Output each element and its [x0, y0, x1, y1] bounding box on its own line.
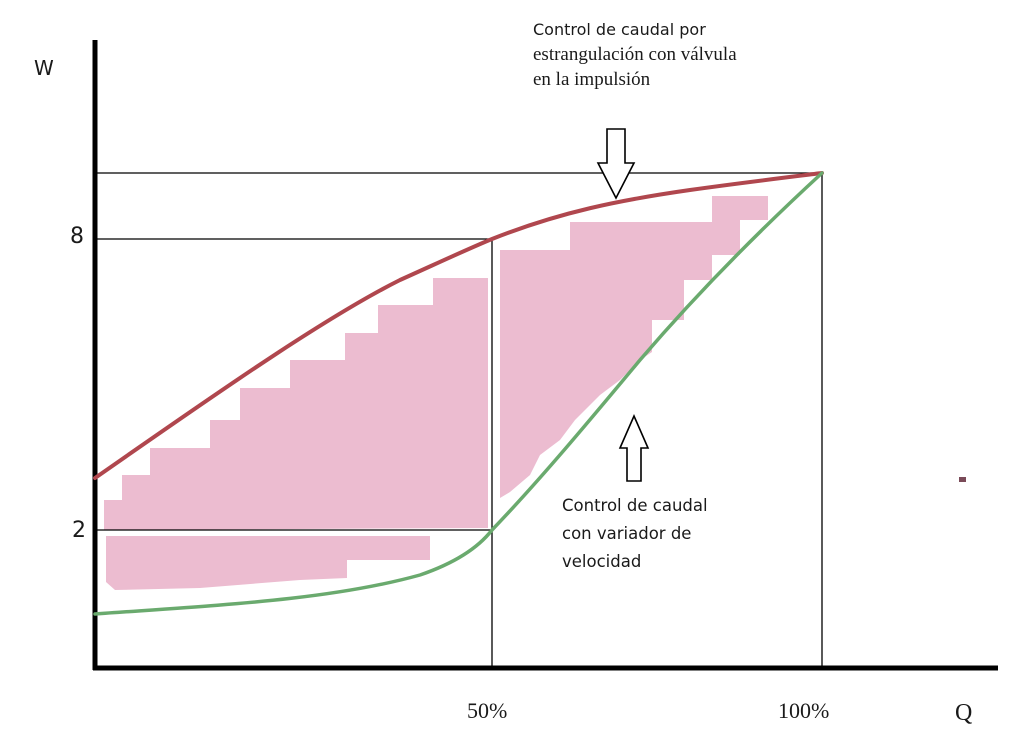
annotation-throttle: Control de caudal por estrangulación con… — [533, 17, 737, 92]
reference-lines — [95, 172, 823, 668]
annotation-throttle-line-3: en la impulsión — [533, 69, 651, 90]
annotation-vfd-line-1: Control de caudal — [562, 496, 708, 515]
annotation-throttle-line-2: estrangulación con válvula — [533, 44, 737, 65]
y-tick-8: 8 — [70, 224, 84, 249]
x-tick-50: 50% — [467, 698, 508, 723]
x-axis-label: Q — [955, 700, 973, 726]
arrow-down-icon — [596, 128, 636, 200]
throttle-curve — [93, 171, 824, 480]
savings-region — [104, 196, 768, 590]
annotation-vfd-line-3: velocidad — [562, 552, 642, 571]
y-tick-2: 2 — [72, 518, 86, 543]
annotation-vfd: Control de caudal con variador de veloci… — [562, 492, 708, 576]
stray-marker — [959, 477, 966, 482]
axes — [92, 40, 998, 671]
annotation-vfd-line-2: con variador de — [562, 524, 692, 543]
x-tick-100: 100% — [778, 698, 830, 723]
arrow-up-icon — [618, 414, 650, 482]
vfd-curve — [93, 171, 824, 616]
annotation-throttle-line-1: Control de caudal por — [533, 20, 706, 39]
y-axis-label: W — [34, 56, 54, 80]
